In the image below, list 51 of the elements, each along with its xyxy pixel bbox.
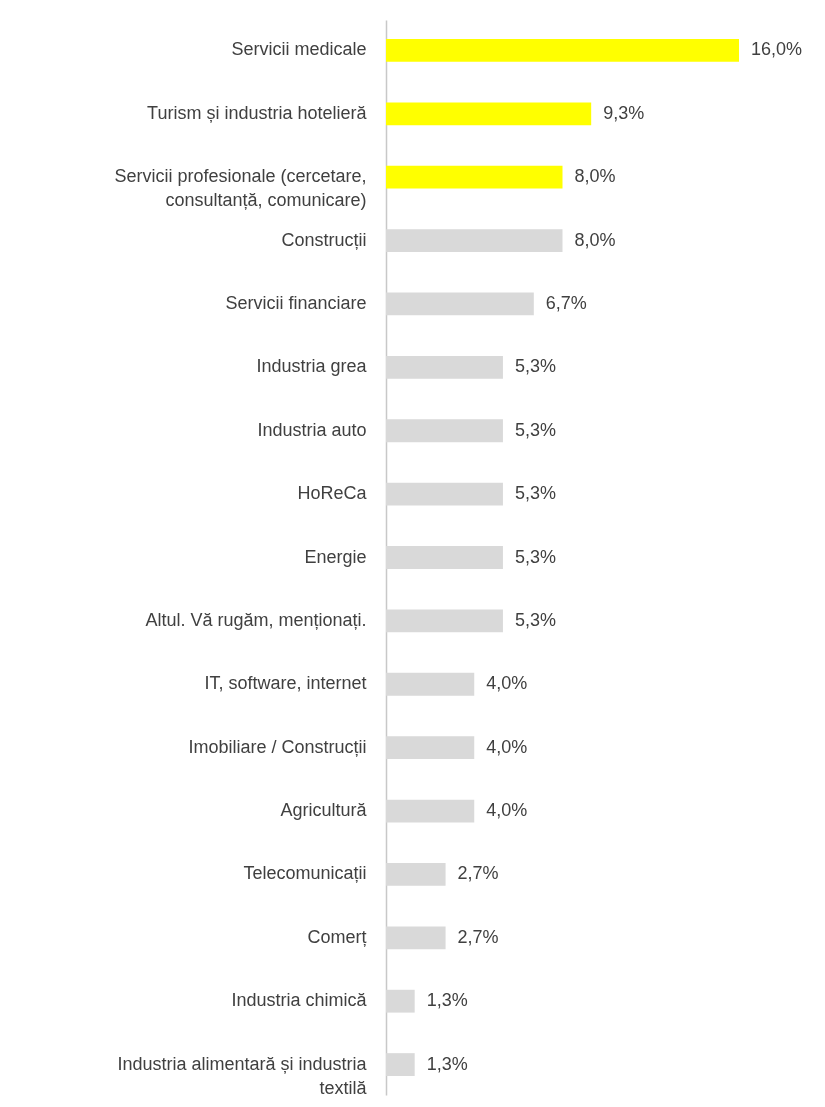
- bar: [386, 165, 563, 189]
- bar: [386, 482, 503, 506]
- y-tick-label: Imobiliare / Construcții: [188, 736, 367, 757]
- data-label: 4,0%: [486, 800, 528, 821]
- bar: [386, 736, 475, 760]
- data-label: 5,3%: [514, 419, 556, 440]
- bar: [386, 609, 503, 633]
- bar: [386, 229, 563, 252]
- data-label: 5,3%: [514, 483, 556, 504]
- data-label: 16,0%: [751, 39, 803, 60]
- y-tick-label: Altul. Vă rugăm, menționați.: [145, 609, 367, 630]
- y-tick-label: Energie: [304, 546, 367, 567]
- bar: [386, 799, 475, 823]
- y-tick-label: Industria grea: [256, 356, 368, 377]
- y-tick-label: Industria alimentară și industria textilă: [117, 1053, 368, 1098]
- bar: [386, 419, 503, 443]
- bar: [386, 39, 739, 62]
- data-label: 2,7%: [457, 863, 499, 884]
- bar: [386, 546, 503, 569]
- data-label: 9,3%: [603, 102, 645, 123]
- y-tick-label: Agricultură: [280, 800, 368, 821]
- bar: [386, 926, 446, 950]
- bar: [386, 292, 534, 316]
- bar: [386, 863, 446, 886]
- y-tick-label: Telecomunicații: [243, 863, 367, 884]
- bar: [386, 672, 475, 696]
- data-label: 1,3%: [426, 1053, 468, 1074]
- data-label: 5,3%: [514, 609, 556, 630]
- y-tick-label: Construcții: [281, 229, 367, 250]
- y-tick-label: HoReCa: [297, 483, 368, 504]
- y-tick-label: Servicii financiare: [225, 292, 367, 313]
- y-tick-label: Industria auto: [257, 419, 367, 440]
- data-label: 6,7%: [545, 292, 587, 313]
- data-label: 8,0%: [574, 229, 616, 250]
- data-label: 2,7%: [457, 926, 499, 947]
- bar: [386, 355, 503, 379]
- y-tick-label: Servicii profesionale (cercetare, consultanță, comunicare): [114, 166, 367, 211]
- bar: [386, 989, 415, 1013]
- y-tick-label: Turism și industria hotelieră: [147, 102, 368, 123]
- data-label: 5,3%: [514, 356, 556, 377]
- bar: [386, 102, 592, 126]
- data-label: 4,0%: [486, 736, 528, 757]
- y-tick-label: Industria chimică: [231, 990, 368, 1011]
- y-tick-label: Servicii medicale: [231, 39, 367, 60]
- y-tick-label: IT, software, internet: [204, 673, 367, 694]
- data-label: 5,3%: [514, 546, 556, 567]
- y-tick-label: Comerț: [307, 926, 367, 947]
- data-label: 4,0%: [486, 673, 528, 694]
- data-label: 8,0%: [574, 166, 616, 187]
- data-label: 1,3%: [426, 990, 468, 1011]
- bar: [386, 1053, 415, 1076]
